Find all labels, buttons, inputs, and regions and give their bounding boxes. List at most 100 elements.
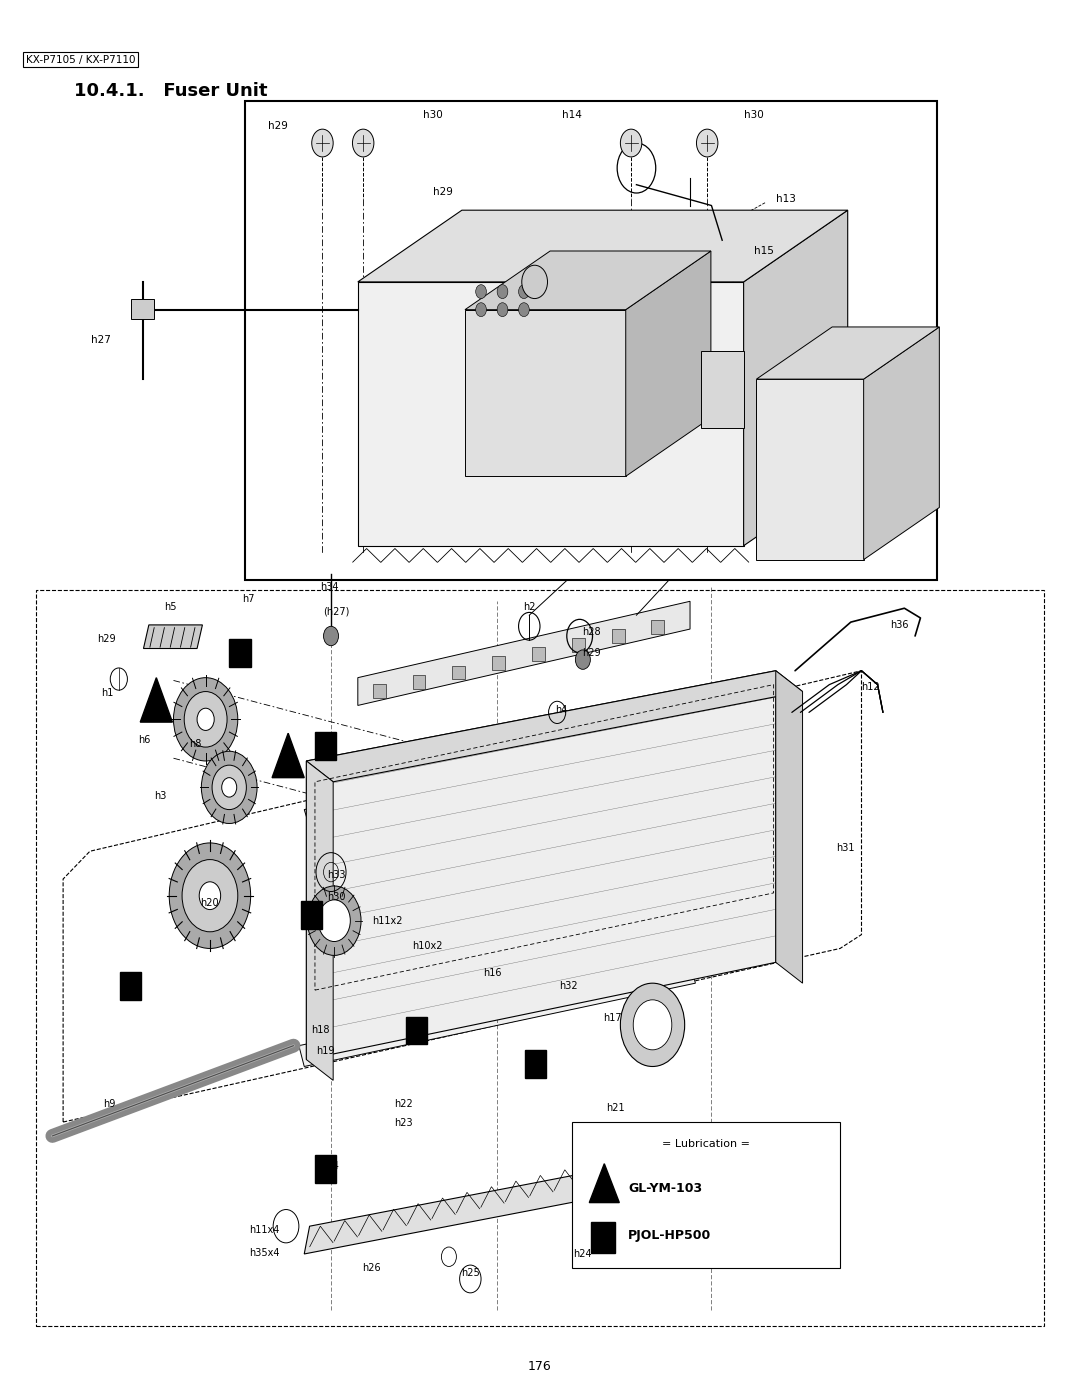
Bar [37,590,1043,1326]
Text: h34: h34 [320,583,338,592]
Text: h21: h21 [606,1104,624,1113]
Text: h32: h32 [559,981,578,990]
Text: GL-YM-103: GL-YM-103 [627,1182,702,1196]
Circle shape [620,129,642,156]
Circle shape [170,842,251,949]
Bar [413,675,426,689]
Text: h35x4: h35x4 [249,1248,280,1257]
Circle shape [324,626,338,645]
Text: h16: h16 [484,968,502,978]
Text: h9: h9 [103,1099,116,1109]
Circle shape [475,285,486,299]
Circle shape [518,303,529,317]
Bar [131,299,154,320]
Polygon shape [756,327,940,379]
Text: PJOL-HP500: PJOL-HP500 [627,1229,711,1242]
Text: h7: h7 [242,594,255,604]
Text: h19: h19 [316,1046,335,1056]
Bar [525,1049,546,1077]
Text: h10x2: h10x2 [413,940,443,951]
Text: h29: h29 [433,187,453,197]
Polygon shape [357,601,690,705]
Polygon shape [272,733,305,778]
Circle shape [697,129,718,156]
Text: h13: h13 [775,194,796,204]
Circle shape [518,285,529,299]
Text: h36: h36 [890,620,908,630]
Bar [492,657,505,671]
Text: 10.4.1.   Fuser Unit: 10.4.1. Fuser Unit [73,82,268,101]
Text: h6: h6 [138,735,151,745]
Circle shape [620,983,685,1066]
Polygon shape [140,678,173,722]
Polygon shape [775,671,802,983]
Polygon shape [305,1150,706,1255]
Circle shape [475,303,486,317]
Text: h30: h30 [327,893,346,902]
Polygon shape [756,379,864,560]
Bar [701,351,744,427]
Text: h3: h3 [154,791,166,800]
Circle shape [319,900,350,942]
Polygon shape [864,327,940,560]
Bar [571,638,584,652]
Text: (h27): (h27) [323,606,350,616]
Circle shape [199,882,220,909]
Bar [453,665,465,679]
Bar [651,620,664,634]
Polygon shape [307,671,775,1059]
Polygon shape [144,624,202,648]
Circle shape [197,708,214,731]
Polygon shape [465,310,625,476]
Text: h2: h2 [523,602,536,612]
Text: h24: h24 [573,1249,592,1259]
Text: h28: h28 [582,627,600,637]
Circle shape [308,886,361,956]
Circle shape [212,766,246,810]
Text: KX-P7105 / KX-P7110: KX-P7105 / KX-P7110 [26,54,135,64]
Text: h11x2: h11x2 [373,915,403,926]
Polygon shape [307,671,802,782]
Text: h27: h27 [92,335,111,345]
Bar [120,972,141,1000]
Text: = Lubrication =: = Lubrication = [662,1139,751,1148]
Polygon shape [357,282,744,546]
Text: h17: h17 [604,1013,622,1023]
Text: h20: h20 [201,898,219,908]
Text: h33: h33 [327,870,346,880]
Circle shape [312,129,333,156]
Text: h29: h29 [582,648,600,658]
Text: h14: h14 [563,110,582,120]
Text: h29: h29 [268,122,288,131]
Text: h30: h30 [744,110,764,120]
Bar [245,102,936,581]
Bar [373,685,386,697]
Bar [532,647,545,661]
Circle shape [497,303,508,317]
Bar [315,732,336,760]
Text: x4: x4 [327,1161,339,1172]
Polygon shape [744,210,848,546]
Bar [301,901,323,929]
Text: h31: h31 [836,844,854,854]
Polygon shape [307,761,333,1080]
Circle shape [185,692,227,747]
Circle shape [352,129,374,156]
Text: h4: h4 [555,704,568,715]
Text: h8: h8 [189,739,201,749]
Circle shape [201,752,257,823]
Polygon shape [299,963,696,1066]
Bar [611,629,624,643]
Polygon shape [305,719,701,844]
Bar [229,638,251,666]
Polygon shape [357,210,848,282]
Bar [592,1222,615,1253]
Text: h22: h22 [394,1099,414,1109]
Text: h15: h15 [754,246,774,256]
Circle shape [522,265,548,299]
Text: h26: h26 [363,1263,381,1273]
Circle shape [497,285,508,299]
Polygon shape [590,1164,619,1203]
Circle shape [221,778,237,798]
Text: h25: h25 [461,1268,480,1278]
